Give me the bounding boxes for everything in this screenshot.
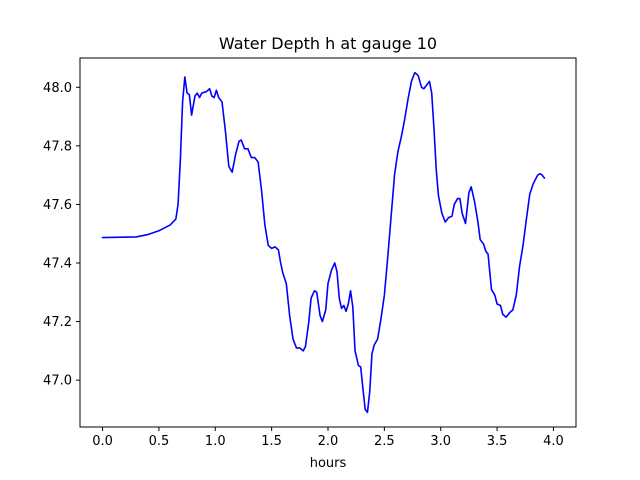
x-tick-label: 4.0 [543, 434, 564, 449]
x-axis-label: hours [310, 456, 347, 471]
x-tick-label: 3.5 [487, 434, 508, 449]
series-line [101, 71, 546, 414]
x-tick-label: 0.0 [92, 434, 113, 449]
x-tick-label: 0.5 [149, 434, 170, 449]
x-axis: 0.0 0.5 1.0 1.5 2.0 2.5 3.0 3.5 4.0 [92, 427, 564, 449]
x-tick-label: 2.0 [318, 434, 339, 449]
y-tick-label: 47.4 [43, 257, 72, 272]
x-tick-label: 2.5 [374, 434, 395, 449]
y-tick-label: 47.0 [43, 374, 72, 389]
y-axis: 47.0 47.2 47.4 47.6 47.8 48.0 [43, 81, 80, 389]
chart-title: Water Depth h at gauge 10 [219, 34, 437, 53]
x-tick-label: 1.0 [205, 434, 226, 449]
y-tick-label: 47.8 [43, 139, 72, 154]
x-tick-label: 3.0 [430, 434, 451, 449]
x-tick-label: 1.5 [261, 434, 282, 449]
y-tick-label: 48.0 [43, 81, 72, 96]
y-tick-label: 47.2 [43, 315, 72, 330]
y-tick-label: 47.6 [43, 198, 72, 213]
series-layer [101, 71, 546, 414]
